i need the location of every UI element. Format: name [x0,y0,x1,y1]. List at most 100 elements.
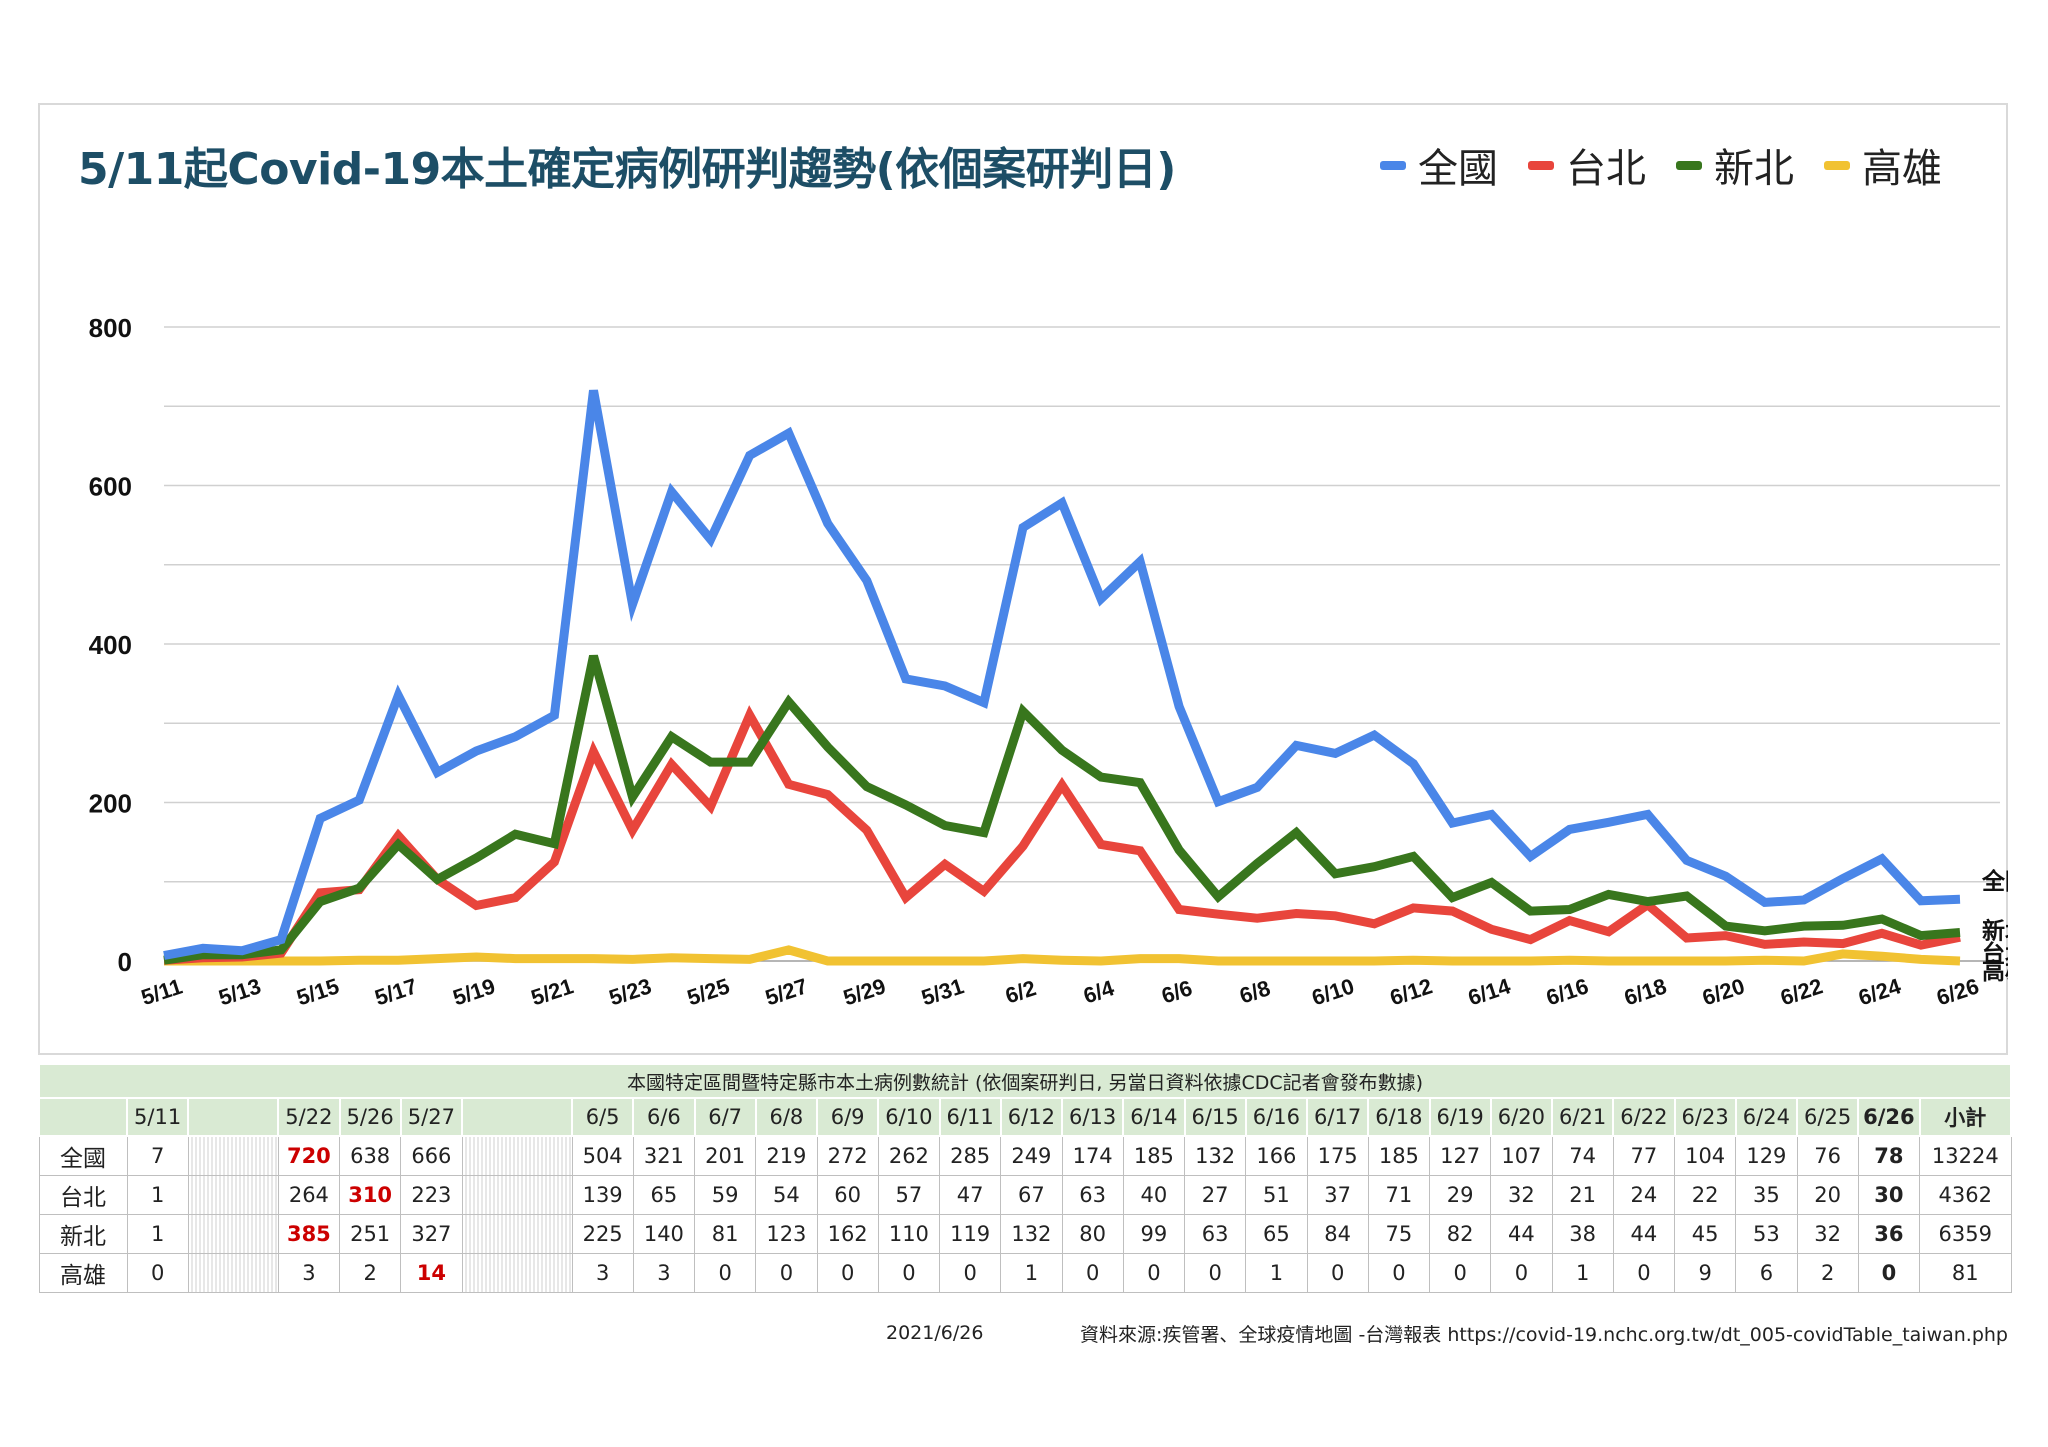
table-cell: 0 [1061,1253,1124,1293]
table-cell [187,1253,279,1293]
table-cell [187,1214,279,1254]
table-cell: 251 [338,1214,402,1254]
table-cell: 201 [693,1135,757,1176]
table-cell: 22 [1673,1175,1737,1215]
table-cell: 53 [1735,1214,1798,1254]
x-tick-label: 6/16 [1543,973,1591,1010]
y-tick-label: 200 [89,789,132,819]
x-tick-label: 6/8 [1236,975,1273,1008]
table-cell: 720 [277,1135,341,1176]
table-cell: 32 [1796,1214,1859,1254]
table-cell: 71 [1367,1175,1431,1215]
table-cell: 84 [1306,1214,1369,1254]
table-header-cell: 6/9 [815,1097,880,1137]
table-cell [461,1135,573,1176]
table-cell: 504 [571,1135,634,1176]
table-header-corner [38,1097,128,1137]
x-tick-label: 6/12 [1387,973,1435,1010]
legend-label-new-taipei: 新北 [1714,146,1794,192]
table-cell: 14 [400,1253,463,1293]
table-header-cell: 6/24 [1734,1097,1799,1137]
table-cell: 29 [1428,1175,1492,1215]
table-cell: 0 [1367,1253,1431,1293]
table-cell: 107 [1490,1135,1553,1176]
table-cell: 27 [1183,1175,1247,1215]
table-cell: 63 [1061,1175,1124,1215]
table-cell: 81 [1919,1253,2012,1293]
table-cell: 0 [1612,1253,1676,1293]
table-header-cell: 5/26 [338,1097,402,1137]
table-cell: 119 [938,1214,1002,1254]
table-cell: 132 [1183,1135,1247,1176]
table-header-cell [187,1097,280,1137]
table-cell: 13224 [1919,1135,2012,1176]
table-cell: 0 [126,1253,189,1293]
table-header-cell: 6/22 [1612,1097,1676,1137]
table-cell [187,1175,279,1215]
y-tick-label: 600 [89,472,132,502]
table-cell: 185 [1367,1135,1431,1176]
table-cell: 78 [1857,1135,1921,1176]
legend-swatch-kaohsiung [1824,160,1850,170]
table-header-cell: 5/22 [277,1097,341,1137]
table-header-cell: 6/17 [1305,1097,1370,1137]
table-cell: 30 [1857,1175,1921,1215]
table-header-cell: 6/12 [999,1097,1064,1137]
table-cell: 140 [632,1214,696,1254]
x-tick-label: 5/27 [762,973,810,1010]
table-cell: 32 [1490,1175,1553,1215]
table-cell: 1 [1000,1253,1063,1293]
table-cell: 76 [1796,1135,1859,1176]
table-cell: 0 [938,1253,1002,1293]
table-cell: 110 [877,1214,941,1254]
table-cell: 0 [816,1253,879,1293]
table-header-cell: 6/26 [1857,1097,1921,1137]
table-cell: 74 [1551,1135,1614,1176]
table-cell: 262 [877,1135,941,1176]
x-tick-label: 6/26 [1933,973,1981,1010]
table-cell: 0 [1857,1253,1921,1293]
x-tick-label: 5/29 [840,973,888,1010]
table-cell: 54 [755,1175,818,1215]
table-cell: 20 [1796,1175,1859,1215]
table-cell: 104 [1673,1135,1737,1176]
table-cell: 1 [1245,1253,1308,1293]
table-header-cell: 6/20 [1489,1097,1554,1137]
table-header-row: 5/11 5/22 5/26 5/27 6/5 6/6 6/7 6/8 6/9 6/10 6/11 6… [38,1097,2013,1137]
table-cell: 638 [338,1135,402,1176]
table-header-cell: 6/15 [1183,1097,1247,1137]
table-cell: 1 [1551,1253,1614,1293]
x-tick-label: 5/13 [216,973,264,1010]
legend-label-national: 全國 [1418,146,1498,192]
table-header-cell: 6/5 [570,1097,635,1137]
table-cell: 38 [1551,1214,1614,1254]
table-cell: 249 [1000,1135,1063,1176]
table-header-cell: 6/18 [1367,1097,1431,1137]
table-row-label: 新北 [38,1214,128,1254]
x-tick-label: 6/2 [1002,975,1039,1008]
series-end-label: 高雄 [1982,958,2008,985]
table-cell: 82 [1428,1214,1492,1254]
legend-swatch-national [1380,160,1406,170]
table-cell: 225 [571,1214,634,1254]
table-cell: 223 [400,1175,463,1215]
table-cell: 36 [1857,1214,1921,1254]
table-cell: 59 [693,1175,757,1215]
table-cell: 0 [1183,1253,1247,1293]
table-header-cell: 6/6 [632,1097,696,1137]
table-cell: 166 [1245,1135,1308,1176]
line-chart: 0 200 400 600 800 5/11 5/13 5/15 5/17 5/19 5/21 5/2… [89,313,2008,1011]
table-cell: 24 [1612,1175,1676,1215]
table-cell: 327 [400,1214,463,1254]
table-header-cell: 6/10 [877,1097,941,1137]
y-tick-label: 400 [89,630,132,660]
table-cell: 77 [1612,1135,1676,1176]
x-tick-label: 6/6 [1158,975,1195,1008]
table-cell: 0 [877,1253,941,1293]
table-cell: 321 [632,1135,696,1176]
table-cell: 310 [338,1175,402,1215]
table-cell: 3 [571,1253,634,1293]
x-tick-label: 5/11 [138,974,185,1011]
table-cell: 65 [1245,1214,1308,1254]
table-header-cell: 6/25 [1795,1097,1860,1137]
